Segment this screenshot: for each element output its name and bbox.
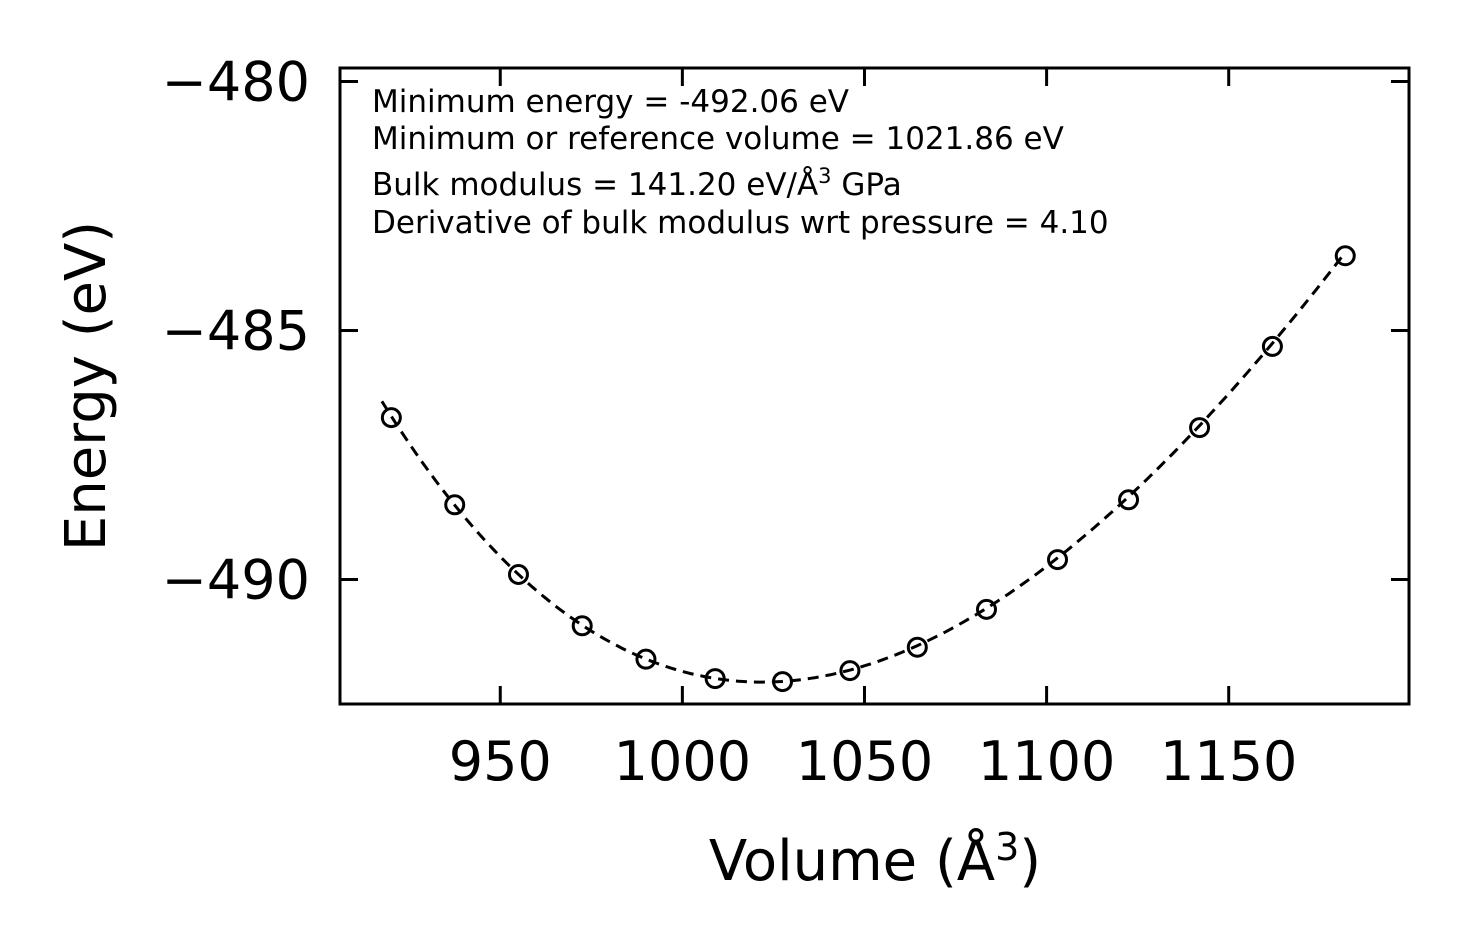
data-point <box>1047 549 1069 571</box>
annotation-bulk-modulus-unit: GPa <box>832 167 902 203</box>
data-point <box>635 648 657 670</box>
x-tick-label: 1150 <box>1160 730 1297 793</box>
fit-curve <box>380 251 1347 684</box>
x-axis-label-main: Volume (Å <box>709 828 995 894</box>
data-point <box>1261 335 1283 357</box>
data-point <box>507 564 529 586</box>
y-tick-label: −480 <box>162 50 310 113</box>
annotation-ref-volume: Minimum or reference volume = 1021.86 eV <box>372 121 1064 157</box>
data-points-layer <box>380 245 1356 693</box>
fit-curve-layer <box>380 251 1347 684</box>
annotation-bulk-modulus: Bulk modulus = 141.20 eV/Å3 GPa <box>372 164 902 203</box>
data-point <box>1189 417 1211 439</box>
data-point <box>1334 245 1356 267</box>
annotation-min-energy: Minimum energy = -492.06 eV <box>372 84 849 120</box>
x-axis-label: Volume (Å3) <box>709 825 1041 894</box>
data-point <box>975 598 997 620</box>
y-tick-label: −490 <box>162 548 310 611</box>
x-tick-label: 1100 <box>978 730 1115 793</box>
annotation-bulk-modulus-sup: 3 <box>818 164 831 188</box>
x-tick-label: 1000 <box>614 730 751 793</box>
annotation-bulk-modulus-main: Bulk modulus = 141.20 eV/Å <box>372 167 818 203</box>
y-tick-label: −485 <box>162 299 310 362</box>
data-point <box>444 494 466 516</box>
y-axis-label: Energy (eV) <box>54 221 119 551</box>
plot-frame <box>338 66 1411 706</box>
annotation-bulk-modulus-derivative: Derivative of bulk modulus wrt pressure … <box>372 205 1109 241</box>
data-point <box>380 407 402 429</box>
data-point <box>1118 489 1140 511</box>
x-axis-label-sup: 3 <box>995 825 1019 869</box>
x-axis-label-close: ) <box>1019 829 1041 894</box>
data-point <box>772 671 794 693</box>
data-point <box>571 615 593 637</box>
data-point <box>906 636 928 658</box>
x-tick-label: 950 <box>449 730 552 793</box>
x-tick-label: 1050 <box>796 730 933 793</box>
data-point <box>839 660 861 682</box>
data-point <box>704 668 726 690</box>
axis-ticks: 950 1000 1050 1100 1150 −480 −485 −490 <box>162 50 1409 793</box>
